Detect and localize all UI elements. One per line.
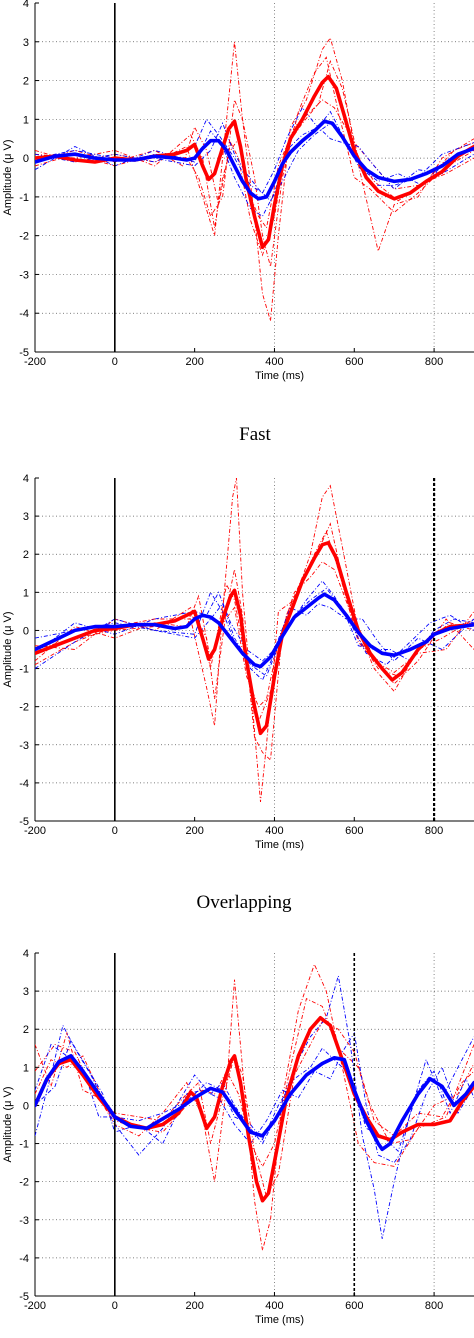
y-tick-label: -2 — [19, 702, 29, 714]
blue-subject-trace — [35, 591, 474, 662]
blue-subject-trace — [35, 1043, 474, 1153]
y-tick-label: -4 — [19, 308, 29, 320]
x-tick-label: 400 — [265, 1300, 283, 1312]
x-tick-label: -200 — [24, 825, 46, 837]
y-tick-label: -1 — [19, 192, 29, 204]
blue-subject-trace — [35, 106, 474, 194]
y-tick-label: -5 — [19, 1291, 29, 1303]
red-subject-trace — [35, 998, 474, 1168]
x-tick-label: 400 — [265, 356, 283, 368]
y-tick-label: 2 — [23, 76, 29, 88]
y-tick-label: -3 — [19, 1215, 29, 1227]
red-mean-trace — [35, 74, 474, 250]
x-tick-label: 200 — [185, 825, 203, 837]
y-tick-label: 0 — [23, 153, 29, 165]
y-tick-label: 4 — [23, 0, 29, 10]
y-tick-label: 3 — [23, 37, 29, 49]
y-axis-label: Amplitude (μ V) — [2, 611, 14, 687]
x-tick-label: 0 — [112, 825, 118, 837]
x-tick-label: 200 — [185, 1300, 203, 1312]
red-subject-trace — [35, 478, 474, 802]
y-tick-label: 2 — [23, 1024, 29, 1036]
y-tick-label: 3 — [23, 986, 29, 998]
y-tick-label: -1 — [19, 664, 29, 676]
x-tick-label: 0 — [112, 1300, 118, 1312]
blue-subject-trace — [35, 110, 474, 217]
x-axis-label: Time (ms) — [255, 839, 304, 851]
y-tick-label: 4 — [23, 473, 29, 485]
y-tick-label: 0 — [23, 625, 29, 637]
plot-area — [35, 478, 474, 821]
y-tick-label: -3 — [19, 740, 29, 752]
x-tick-label: 800 — [425, 1300, 443, 1312]
x-tick-label: 600 — [345, 825, 363, 837]
x-tick-label: -200 — [24, 1300, 46, 1312]
panel-3-title: Overlapping — [197, 892, 292, 913]
y-tick-label: 1 — [23, 1062, 29, 1074]
y-axis-label: Amplitude (μ V) — [2, 1086, 14, 1162]
red-subject-trace — [35, 561, 474, 708]
panel-2-title: Fast — [239, 424, 271, 445]
blue-mean-trace — [35, 592, 474, 669]
red-mean-trace — [35, 540, 474, 736]
y-tick-label: -2 — [19, 231, 29, 243]
x-tick-label: 600 — [345, 1300, 363, 1312]
x-tick-label: 800 — [425, 825, 443, 837]
y-tick-label: 1 — [23, 114, 29, 126]
y-tick-label: 0 — [23, 1100, 29, 1112]
y-tick-label: 3 — [23, 511, 29, 523]
x-tick-label: 800 — [425, 356, 443, 368]
red-subject-trace — [35, 522, 474, 724]
y-tick-label: -4 — [19, 1253, 29, 1265]
x-tick-label: 600 — [345, 356, 363, 368]
blue-subject-trace — [35, 1031, 474, 1164]
y-tick-label: 4 — [23, 948, 29, 960]
x-tick-label: 400 — [265, 825, 283, 837]
x-tick-label: 0 — [112, 356, 118, 368]
x-tick-label: 200 — [185, 356, 203, 368]
plot-area — [35, 3, 474, 352]
panel-3: -5 -4 -3 -2 -1 0 1 2 3 4 -200 0 200 400 600 800 Time (ms… — [2, 948, 474, 1326]
panel-2: -5 -4 -3 -2 -1 0 1 2 3 4 -200 0 200 400 600 800 Time (ms… — [2, 473, 474, 851]
y-tick-label: 1 — [23, 587, 29, 599]
y-tick-label: -1 — [19, 1139, 29, 1151]
y-tick-label: -5 — [19, 347, 29, 359]
plot-area — [35, 953, 474, 1296]
y-tick-label: -2 — [19, 1177, 29, 1189]
y-tick-label: -3 — [19, 269, 29, 281]
panel-1: -5 -4 -3 -2 -1 0 1 2 3 4 -200 0 200 400 600 800 Time (ms… — [2, 0, 474, 382]
y-tick-label: -5 — [19, 816, 29, 828]
x-axis-label: Time (ms) — [255, 1314, 304, 1326]
red-subject-trace — [35, 56, 474, 267]
red-subject-trace — [35, 36, 474, 322]
blue-mean-trace — [35, 119, 474, 201]
x-axis-label: Time (ms) — [255, 370, 304, 382]
y-tick-label: -4 — [19, 778, 29, 790]
x-tick-label: -200 — [24, 356, 46, 368]
blue-mean-trace — [35, 1054, 474, 1152]
y-axis-label: Amplitude (μ V) — [2, 139, 14, 215]
y-tick-label: 2 — [23, 549, 29, 561]
